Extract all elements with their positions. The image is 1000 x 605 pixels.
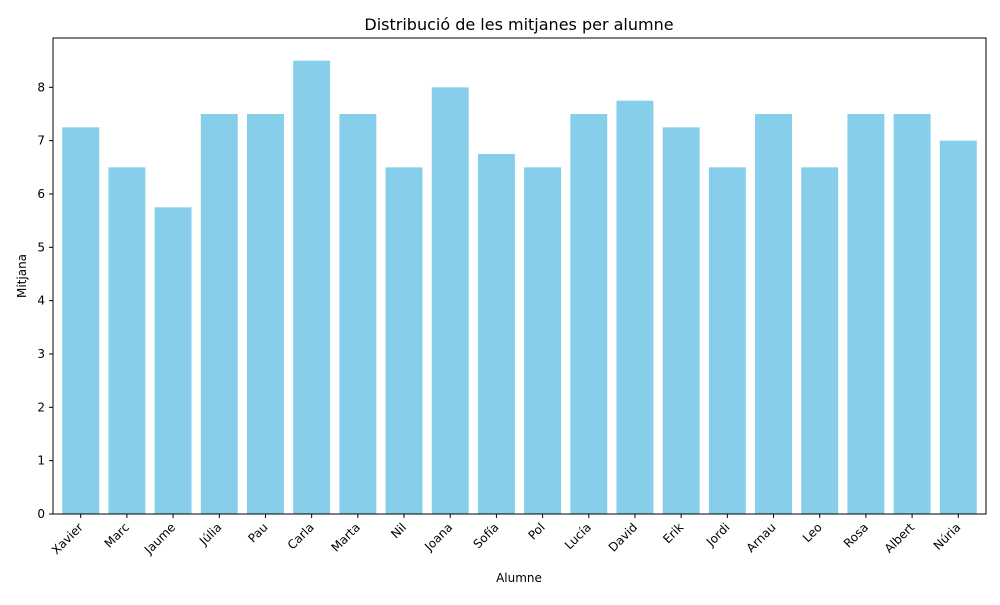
bar xyxy=(154,207,192,514)
plot-area: 0 1 2 3 4 5 6 7 8 Xavier Marc Jaume Júlia Pau Carla Mar… xyxy=(37,60,977,557)
x-tick-label: Arnau xyxy=(744,520,779,555)
bar xyxy=(477,154,515,514)
bar xyxy=(108,167,146,514)
x-tick-label: David xyxy=(606,520,640,554)
x-tick-label: Erik xyxy=(660,520,686,546)
bar xyxy=(431,87,469,514)
y-tick-label: 0 xyxy=(37,507,45,521)
bar xyxy=(62,127,100,514)
x-tick-label: Joana xyxy=(421,520,455,554)
plot-frame xyxy=(52,37,987,515)
x-axis-label: Alumne xyxy=(496,571,542,585)
x-tick-label: Rosa xyxy=(841,520,871,550)
bar xyxy=(293,60,331,515)
y-tick-label: 5 xyxy=(37,240,45,254)
y-tick-label: 1 xyxy=(37,454,45,468)
x-tick-label: Júlia xyxy=(196,520,224,548)
y-tick-label: 8 xyxy=(37,80,45,94)
chart-title: Distribució de les mitjanes per alumne xyxy=(364,15,673,34)
bar xyxy=(616,100,654,515)
bar xyxy=(662,127,700,514)
bar xyxy=(801,167,839,514)
x-tick-label: Marta xyxy=(329,520,363,554)
bar xyxy=(200,114,238,514)
x-tick-label: Leo xyxy=(800,520,825,545)
x-tick-label: Xavier xyxy=(49,520,86,557)
bar xyxy=(570,114,608,514)
bar xyxy=(893,114,931,514)
x-tick-label: Lucía xyxy=(562,520,594,552)
bar xyxy=(708,167,746,514)
x-tick-label: Núria xyxy=(931,520,964,553)
x-tick-label: Jordi xyxy=(703,520,732,549)
bar xyxy=(755,114,793,514)
y-tick-label: 4 xyxy=(37,294,45,308)
bar xyxy=(847,114,885,514)
bar xyxy=(246,114,284,514)
x-tick-label: Albert xyxy=(882,520,918,556)
y-tick-label: 7 xyxy=(37,134,45,148)
x-tick-label: Carla xyxy=(285,520,317,552)
bar xyxy=(939,140,977,515)
x-tick-label: Marc xyxy=(102,520,132,550)
y-tick-label: 6 xyxy=(37,187,45,201)
x-tick-label: Jaume xyxy=(141,520,178,557)
y-axis-label: Mitjana xyxy=(15,254,29,298)
y-tick-label: 3 xyxy=(37,347,45,361)
bar xyxy=(524,167,562,514)
y-tick-label: 2 xyxy=(37,400,45,414)
x-tick-label: Sofía xyxy=(471,520,502,551)
x-tick-label: Pol xyxy=(525,520,547,542)
x-tick-label: Pau xyxy=(245,520,270,545)
bar xyxy=(385,167,423,514)
x-tick-label: Nil xyxy=(388,520,409,541)
bar xyxy=(339,114,377,514)
